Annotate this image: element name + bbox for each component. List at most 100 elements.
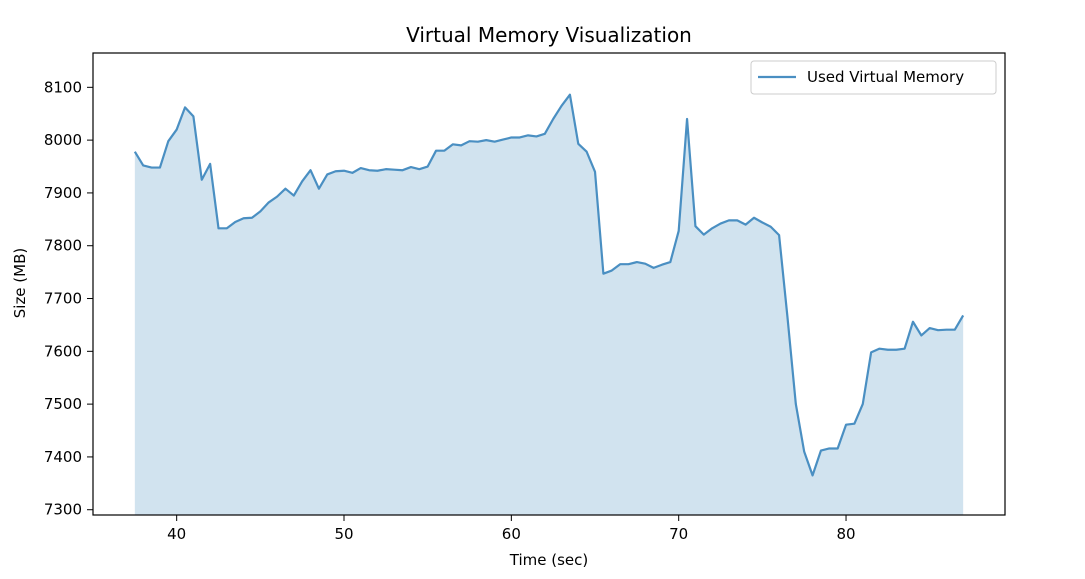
data-point	[561, 105, 563, 107]
data-point	[686, 118, 688, 120]
data-point	[736, 219, 738, 221]
data-point	[351, 172, 353, 174]
data-point	[611, 270, 613, 272]
y-tick-label: 8100	[44, 78, 82, 96]
data-point	[795, 403, 797, 405]
y-tick-label: 7800	[44, 237, 82, 255]
data-point	[301, 180, 303, 182]
data-point	[418, 168, 420, 170]
data-point	[192, 115, 194, 117]
data-point	[745, 224, 747, 226]
data-point	[293, 195, 295, 197]
data-point	[527, 134, 529, 136]
data-point	[427, 166, 429, 168]
data-point	[460, 144, 462, 146]
data-point	[945, 329, 947, 331]
chart-title: Virtual Memory Visualization	[406, 23, 692, 47]
data-point	[711, 227, 713, 229]
data-point	[176, 129, 178, 131]
data-point	[778, 234, 780, 236]
data-point	[669, 261, 671, 263]
data-point	[477, 141, 479, 143]
data-point	[845, 424, 847, 426]
data-point	[887, 349, 889, 351]
data-point	[703, 234, 705, 236]
plot-area	[133, 93, 965, 515]
data-point	[636, 261, 638, 263]
series-line	[133, 93, 965, 477]
data-point	[569, 94, 571, 96]
data-point	[929, 327, 931, 329]
x-tick-label: 80	[836, 525, 855, 543]
data-point	[226, 227, 228, 229]
data-point	[402, 169, 404, 171]
y-tick-label: 7500	[44, 395, 82, 413]
data-point	[878, 348, 880, 350]
plot-frame	[92, 52, 1006, 516]
data-point	[720, 223, 722, 225]
data-point	[544, 133, 546, 135]
data-point	[494, 141, 496, 143]
data-point	[201, 179, 203, 181]
data-point	[167, 140, 169, 142]
data-point	[912, 321, 914, 323]
data-point	[837, 447, 839, 449]
data-point	[661, 264, 663, 266]
x-tick-label: 40	[167, 525, 186, 543]
data-point	[218, 227, 220, 229]
data-point	[920, 334, 922, 336]
data-point	[803, 451, 805, 453]
data-point	[619, 263, 621, 265]
data-point	[452, 143, 454, 145]
x-tick-label: 70	[669, 525, 688, 543]
y-tick-label: 8000	[44, 131, 82, 149]
data-point	[594, 171, 596, 173]
y-tick-label: 7700	[44, 290, 82, 308]
data-point	[694, 225, 696, 227]
data-point	[770, 226, 772, 228]
data-point	[962, 314, 964, 316]
data-point	[234, 221, 236, 223]
data-point	[678, 230, 680, 232]
data-point	[644, 263, 646, 265]
data-point	[268, 201, 270, 203]
data-point	[318, 188, 320, 190]
data-point	[753, 217, 755, 219]
x-axis-label: Time (sec)	[509, 551, 588, 569]
data-point	[276, 196, 278, 198]
data-point	[485, 139, 487, 141]
data-point	[343, 170, 345, 172]
data-point	[895, 349, 897, 351]
data-point	[360, 167, 362, 169]
data-point	[251, 217, 253, 219]
data-point	[954, 329, 956, 331]
axes: 40 50 60 70 80 7300 7400 7500 7600 7700 7800 7900 80…	[44, 52, 1006, 543]
y-tick-label: 7600	[44, 342, 82, 360]
data-point	[627, 263, 629, 265]
data-point	[828, 447, 830, 449]
data-point	[310, 169, 312, 171]
data-point	[284, 188, 286, 190]
legend-box	[750, 60, 997, 95]
data-point	[761, 221, 763, 223]
data-point	[502, 139, 504, 141]
data-point	[443, 150, 445, 152]
data-point	[535, 135, 537, 137]
data-point	[602, 273, 604, 275]
data-point	[786, 316, 788, 318]
data-point	[728, 219, 730, 221]
y-tick-label: 7900	[44, 184, 82, 202]
data-point	[853, 423, 855, 425]
data-point	[184, 106, 186, 108]
data-point	[552, 118, 554, 120]
data-point	[469, 140, 471, 142]
data-point	[142, 164, 144, 166]
data-point	[376, 170, 378, 172]
data-point	[820, 450, 822, 452]
data-point	[393, 169, 395, 171]
y-axis-label: Size (MB)	[11, 248, 29, 319]
data-point	[259, 210, 261, 212]
data-point	[904, 348, 906, 350]
data-point	[151, 167, 153, 169]
